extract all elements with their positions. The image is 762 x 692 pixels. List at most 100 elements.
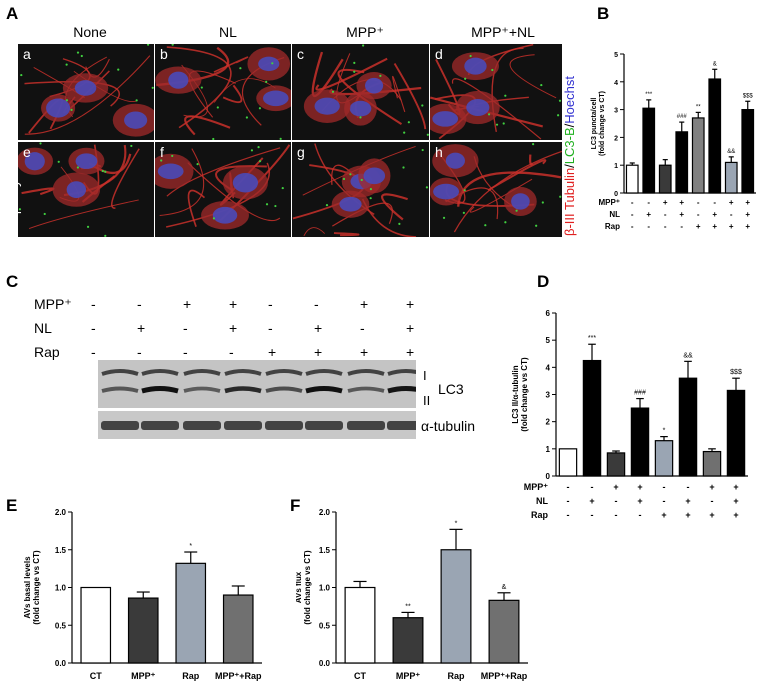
condition-sign: + bbox=[637, 496, 642, 506]
bar bbox=[678, 377, 698, 477]
condition-sign: - bbox=[314, 296, 319, 312]
lc3-puncta bbox=[250, 149, 254, 152]
y-tick-label: 5 bbox=[614, 52, 618, 59]
condition-sign: + bbox=[729, 222, 734, 231]
condition-sign: - bbox=[183, 320, 188, 336]
neurite bbox=[111, 148, 140, 209]
lc3-puncta bbox=[353, 70, 356, 73]
tubulin-band bbox=[347, 421, 385, 430]
condition-sign: - bbox=[591, 482, 594, 492]
neurite bbox=[222, 84, 243, 104]
y-tick-label: 1 bbox=[614, 163, 618, 170]
condition-sign: + bbox=[745, 210, 750, 219]
condition-sign: + bbox=[745, 198, 750, 207]
micrograph-a: a bbox=[18, 44, 154, 140]
significance-label: *** bbox=[645, 92, 653, 98]
x-tick-label: MPP⁺ bbox=[396, 671, 421, 681]
lc3-puncta bbox=[65, 63, 68, 66]
row-label-rapamycin: Rapamycin bbox=[5, 161, 21, 232]
lc3-ii-band bbox=[183, 386, 221, 393]
nucleus bbox=[74, 80, 97, 96]
lc3-puncta bbox=[65, 99, 69, 102]
condition-sign: - bbox=[687, 482, 690, 492]
lc3-puncta bbox=[76, 166, 80, 169]
lc3-puncta bbox=[349, 173, 352, 176]
lc3-puncta bbox=[20, 73, 23, 77]
lc3-i-band bbox=[101, 369, 139, 376]
condition-sign: + bbox=[268, 344, 277, 360]
lc3-ii-band bbox=[347, 386, 385, 393]
condition-sign: + bbox=[406, 296, 415, 312]
y-tick-label: 3 bbox=[614, 108, 618, 115]
neurite bbox=[333, 232, 360, 237]
y-axis-label: (fold change vs CT) bbox=[32, 550, 41, 625]
lc3-puncta bbox=[421, 104, 424, 107]
band-label-i: I bbox=[423, 368, 427, 383]
y-tick-label: 0 bbox=[614, 191, 618, 198]
lc3-puncta bbox=[484, 224, 487, 227]
nucleus bbox=[445, 152, 465, 169]
lc3-puncta bbox=[379, 74, 382, 78]
x-tick-label: Rap bbox=[182, 671, 200, 681]
lc3-puncta bbox=[258, 160, 262, 163]
nucleus bbox=[262, 90, 289, 107]
neurite bbox=[529, 154, 534, 166]
tubulin-band bbox=[183, 421, 221, 430]
lc3-puncta bbox=[369, 197, 372, 200]
panel-label-b: B bbox=[597, 4, 610, 23]
lc3-i-band bbox=[183, 369, 221, 376]
lc3-puncta bbox=[540, 83, 543, 87]
significance-label: && bbox=[683, 352, 693, 359]
condition-sign: + bbox=[712, 210, 717, 219]
significance-label: ### bbox=[677, 114, 688, 120]
nucleus bbox=[432, 111, 459, 127]
band-label-ii: II bbox=[423, 393, 431, 408]
band-label-lc3: LC3 bbox=[438, 381, 464, 397]
nucleus bbox=[433, 183, 460, 200]
lc3-puncta bbox=[216, 106, 219, 109]
condition-sign: - bbox=[591, 510, 594, 520]
lc3-i-band bbox=[265, 369, 303, 376]
nucleus bbox=[46, 98, 71, 118]
lc3-puncta bbox=[135, 99, 138, 102]
condition-label: NL bbox=[609, 210, 620, 219]
lc3-puncta bbox=[325, 204, 329, 207]
row-label-rapamycin-wrap: Rapamycin bbox=[2, 150, 22, 240]
lc3-puncta bbox=[442, 216, 446, 219]
lc3-bands bbox=[101, 369, 425, 394]
lc3-puncta bbox=[76, 51, 80, 54]
bar bbox=[658, 164, 672, 194]
bar bbox=[582, 359, 602, 477]
condition-sign: - bbox=[664, 222, 667, 231]
bar bbox=[741, 108, 755, 194]
bar bbox=[708, 78, 722, 194]
condition-sign: - bbox=[663, 496, 666, 506]
lc3-puncta bbox=[80, 54, 83, 58]
bar bbox=[222, 594, 254, 664]
condition-label: MPP⁺ bbox=[598, 198, 620, 207]
lc3-ii-band bbox=[265, 386, 303, 393]
lc3-puncta bbox=[171, 44, 174, 46]
y-tick-label: 0.0 bbox=[319, 659, 331, 668]
nucleus bbox=[212, 206, 238, 224]
lc3-i-band bbox=[305, 369, 343, 376]
panel-label-c: C bbox=[6, 272, 19, 291]
tubulin-blot bbox=[98, 411, 425, 439]
lc3-puncta bbox=[359, 116, 362, 119]
stain-blue-label: Hoechst bbox=[562, 76, 577, 124]
lc3-puncta bbox=[200, 86, 203, 89]
lc3-puncta bbox=[398, 222, 401, 225]
condition-sign: + bbox=[663, 198, 668, 207]
bar bbox=[80, 586, 112, 664]
micrograph-e: e bbox=[18, 142, 154, 237]
nucleus bbox=[314, 97, 340, 115]
tubulin-band bbox=[305, 421, 343, 430]
condition-sign: - bbox=[229, 344, 234, 360]
condition-sign: - bbox=[91, 344, 96, 360]
lc3-puncta bbox=[239, 67, 242, 70]
condition-label: NL bbox=[34, 320, 52, 336]
lc3-puncta bbox=[130, 144, 133, 148]
y-axis-label: LC3 puncta/cell bbox=[591, 98, 598, 150]
lc3-puncta bbox=[515, 209, 518, 212]
condition-sign: - bbox=[631, 222, 634, 231]
